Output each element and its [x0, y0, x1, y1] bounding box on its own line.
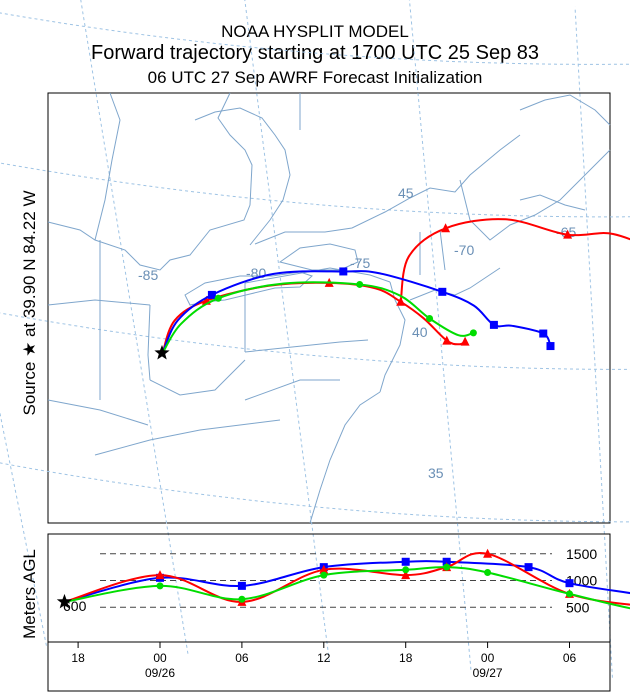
profile-marker — [484, 568, 492, 576]
nh-border — [439, 229, 446, 271]
st-lawrence — [254, 134, 521, 245]
map-trajectory-marker — [339, 267, 348, 276]
il-in-border — [47, 299, 151, 306]
latitude-label: 40 — [412, 324, 428, 340]
pa-south-border — [244, 339, 369, 353]
longitude-label: -85 — [138, 267, 158, 283]
profile-marker — [402, 566, 410, 574]
ky-tn-border — [47, 399, 149, 426]
profile-marker — [401, 557, 410, 566]
longitude-line-80 — [244, 0, 330, 662]
profile-marker — [483, 548, 493, 558]
profile-marker — [566, 590, 573, 598]
date-label: 09/26 — [145, 666, 175, 680]
longitude-line-70 — [574, 6, 613, 678]
profile-marker — [320, 571, 328, 579]
map-trajectory-marker — [441, 223, 451, 233]
time-tick-label: 18 — [399, 651, 413, 665]
map-trajectory-marker — [563, 229, 573, 239]
state-border-south — [94, 419, 281, 456]
profile-marker — [238, 595, 246, 603]
chart-title-line3: 06 UTC 27 Sep AWRF Forecast Initializati… — [147, 68, 483, 87]
time-axis-frame — [47, 641, 611, 692]
map-trajectory-marker — [214, 294, 222, 302]
gulf-stlawrence — [519, 94, 611, 126]
profile-source-star-icon — [56, 593, 73, 609]
longitude-line-90 — [0, 410, 47, 646]
atlantic-coast-south — [309, 391, 381, 524]
latitude-label: 35 — [428, 465, 444, 481]
map-trajectory-marker — [460, 336, 470, 346]
map-trajectory-marker — [438, 287, 447, 296]
profile-marker — [237, 581, 246, 590]
map-trajectory-marker — [539, 329, 548, 338]
new-england-coast — [409, 267, 501, 301]
map-trajectory-1 — [399, 218, 630, 302]
maine-coast — [459, 149, 611, 241]
map-trajectory-marker — [207, 290, 216, 299]
map-trajectory-marker — [442, 335, 452, 345]
profile-marker — [156, 582, 164, 590]
profile-marker — [155, 570, 165, 580]
profile-marker — [443, 563, 451, 571]
profile-marker — [442, 557, 451, 566]
longitude-label: -70 — [454, 242, 474, 258]
longitude-label: -75 — [350, 255, 370, 271]
ohio-indiana-border — [147, 304, 151, 381]
profile-trajectory-2 — [64, 566, 630, 610]
lake-michigan-coast — [47, 92, 253, 271]
profile-marker — [524, 563, 533, 572]
level-label: 500 — [566, 599, 590, 615]
lake-huron-coast — [194, 107, 291, 246]
chart-title-line1: NOAA HYSPLIT MODEL — [221, 22, 409, 41]
latitude-label: 45 — [398, 185, 414, 201]
profile-trajectory-1 — [64, 551, 630, 606]
date-label: 09/27 — [473, 666, 503, 680]
map-trajectory-marker — [469, 329, 477, 337]
profile-marker — [401, 570, 411, 580]
profile-marker — [565, 579, 574, 588]
map-trajectory-marker — [356, 280, 364, 288]
map-frame — [47, 92, 611, 524]
map-trajectory-marker — [426, 314, 434, 322]
level-label: 1500 — [566, 546, 597, 562]
nova-scotia — [519, 194, 586, 211]
lake-michigan-west — [94, 92, 121, 241]
time-tick-label: 00 — [481, 651, 495, 665]
profile-marker — [319, 564, 329, 574]
time-tick-label: 00 — [153, 651, 167, 665]
time-tick-label: 06 — [563, 651, 577, 665]
source-star-icon — [154, 345, 170, 360]
longitude-line-85 — [80, 0, 189, 654]
ohio-river — [149, 359, 246, 396]
map-trajectory-marker — [546, 342, 555, 351]
map-boundaries — [47, 92, 611, 524]
time-tick-label: 06 — [235, 651, 249, 665]
time-tick-label: 12 — [317, 651, 331, 665]
map-trajectory-marker — [489, 320, 498, 329]
time-tick-label: 18 — [71, 651, 85, 665]
va-border — [244, 379, 340, 401]
